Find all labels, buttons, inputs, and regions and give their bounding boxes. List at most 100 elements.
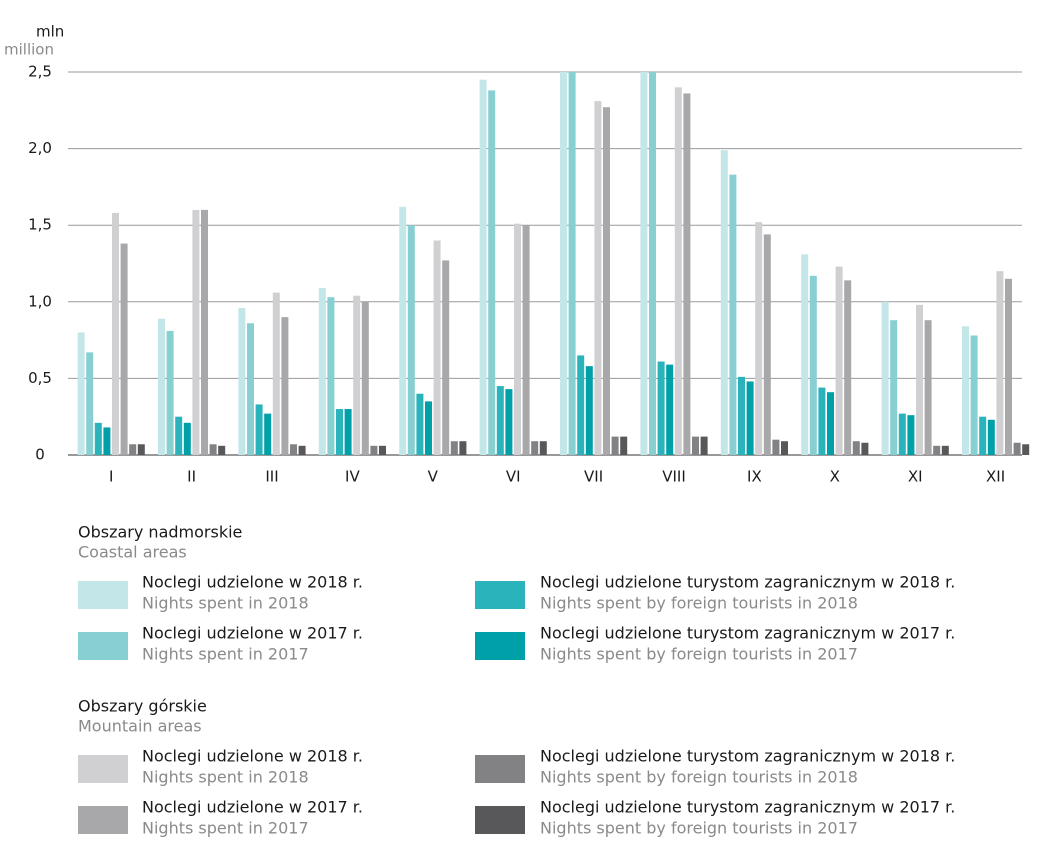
bar: [962, 326, 969, 455]
bar: [620, 436, 628, 455]
x-tick-label: VIII: [662, 468, 686, 486]
bar: [505, 389, 513, 455]
bar: [531, 441, 539, 455]
bar: [890, 320, 898, 455]
bar: [594, 101, 602, 455]
bar: [657, 361, 665, 455]
bar: [738, 376, 745, 455]
bar: [425, 401, 432, 455]
legend-label: Noclegi udzielone w 2018 r.: [142, 573, 363, 592]
bar: [370, 445, 378, 455]
bar: [318, 288, 326, 455]
bar: [818, 387, 826, 455]
legend-label-en: Nights spent by foreign tourists in 2018: [540, 594, 858, 613]
y-tick-label: 0: [35, 446, 45, 464]
bar: [970, 335, 978, 455]
bar: [1013, 442, 1021, 455]
bar: [674, 87, 682, 455]
legend-label-en: Nights spent in 2017: [142, 645, 309, 664]
bar: [898, 413, 906, 455]
bar: [158, 318, 165, 455]
bar: [603, 107, 610, 456]
legend-swatch: [475, 806, 525, 834]
legend-label: Noclegi udzielone turystom zagranicznym …: [540, 798, 955, 817]
legend-label: Noclegi udzielone w 2017 r.: [142, 798, 363, 817]
bar: [844, 280, 852, 455]
bar: [77, 332, 85, 455]
bar: [720, 150, 728, 455]
legend-label: Noclegi udzielone turystom zagranicznym …: [540, 747, 955, 766]
legend-swatch: [78, 581, 128, 609]
bar: [568, 72, 576, 455]
bar: [611, 436, 619, 455]
bar: [379, 445, 386, 455]
bar: [255, 404, 263, 455]
bar: [479, 79, 487, 455]
bar: [755, 222, 763, 455]
bar: [86, 352, 94, 455]
legend-label-en: Nights spent in 2018: [142, 768, 309, 787]
legend-label-en: Nights spent by foreign tourists in 2018: [540, 768, 858, 787]
bar: [281, 317, 289, 455]
x-tick-label: X: [830, 468, 840, 486]
bar: [666, 364, 674, 455]
x-tick-label: XI: [908, 468, 923, 486]
legend-group-title: Obszary nadmorskie: [78, 523, 242, 542]
bar: [137, 444, 145, 455]
y-tick-label: 0,5: [28, 369, 52, 387]
bar: [175, 416, 183, 455]
bar: [112, 212, 119, 455]
legend-swatch: [78, 806, 128, 834]
bar: [290, 444, 297, 455]
bar: [560, 72, 567, 455]
bar: [585, 366, 593, 455]
bar: [459, 441, 467, 455]
legend-group-title: Obszary górskie: [78, 697, 207, 716]
bar: [801, 254, 809, 455]
bar: [763, 234, 771, 455]
legend-label-en: Nights spent in 2017: [142, 819, 309, 838]
bar: [272, 292, 280, 455]
legend-group-subtitle: Coastal areas: [78, 543, 187, 562]
legend-label: Noclegi udzielone turystom zagranicznym …: [540, 624, 955, 643]
bar: [442, 260, 450, 455]
bar: [852, 441, 860, 455]
bar: [94, 422, 102, 455]
legend-swatch: [475, 581, 525, 609]
bar: [809, 275, 817, 455]
x-tick-label: VI: [506, 468, 521, 486]
legend-swatch: [475, 755, 525, 783]
legend-swatch: [78, 755, 128, 783]
x-tick-label: V: [428, 468, 439, 486]
bar: [129, 444, 137, 455]
bar: [344, 409, 352, 455]
y-axis-label: mln: [36, 23, 64, 41]
x-tick-label: IV: [345, 468, 360, 486]
bar: [640, 72, 648, 455]
bar: [433, 240, 441, 455]
y-tick-label: 1,5: [28, 216, 52, 234]
x-tick-label: IX: [747, 468, 762, 486]
bar: [103, 427, 111, 455]
bar: [835, 266, 843, 455]
legend-swatch: [78, 632, 128, 660]
bar: [649, 72, 656, 455]
bar: [353, 295, 361, 455]
bar: [298, 445, 306, 455]
legend-swatch: [475, 632, 525, 660]
bar: [407, 225, 415, 455]
x-tick-label: I: [109, 468, 113, 486]
bar: [416, 393, 424, 455]
bar: [1005, 278, 1012, 455]
y-tick-label: 1,0: [28, 292, 52, 310]
x-tick-label: XII: [986, 468, 1005, 486]
bar: [192, 209, 200, 455]
bar: [916, 304, 923, 455]
bar: [941, 445, 949, 455]
bar: [881, 301, 889, 455]
bar: [247, 323, 254, 455]
y-axis-label-en: million: [4, 41, 54, 59]
bar: [539, 441, 547, 455]
bar: [238, 307, 246, 455]
